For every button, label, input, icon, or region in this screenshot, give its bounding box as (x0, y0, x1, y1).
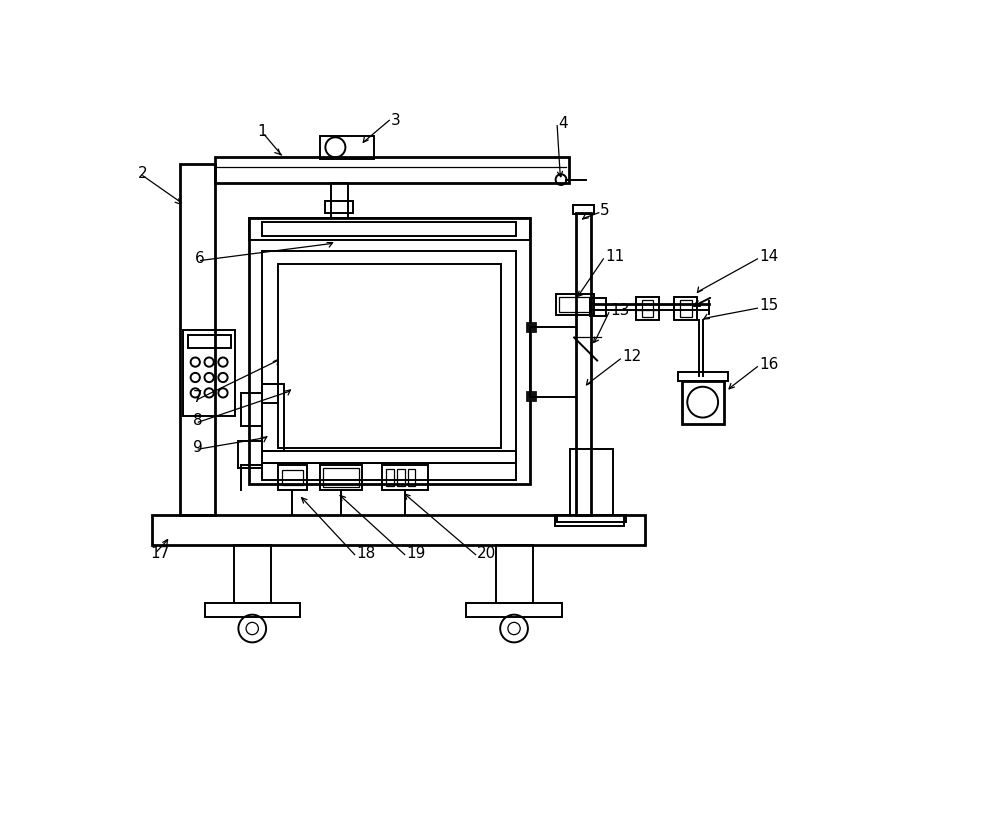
Bar (526, 322, 536, 332)
Bar (188, 335, 231, 348)
Bar (573, 205, 594, 214)
Text: 8: 8 (193, 413, 203, 428)
Text: 5: 5 (600, 203, 610, 218)
Bar (496, 546, 533, 603)
Bar (180, 165, 215, 514)
Bar (323, 468, 359, 487)
Bar (680, 300, 692, 317)
Text: 4: 4 (559, 116, 568, 131)
Bar (559, 296, 591, 312)
Bar (183, 330, 235, 416)
Bar (262, 384, 278, 403)
Bar (570, 449, 613, 514)
Bar (382, 465, 428, 490)
Bar (466, 603, 562, 617)
Bar (234, 546, 271, 603)
Bar (557, 514, 626, 523)
Bar (320, 465, 362, 490)
Bar (331, 184, 348, 218)
Bar (636, 296, 659, 320)
Text: 14: 14 (759, 249, 778, 264)
Bar (320, 136, 374, 159)
Text: 18: 18 (356, 546, 375, 560)
Bar (526, 392, 536, 402)
Bar (215, 156, 569, 184)
Text: 20: 20 (477, 546, 496, 560)
Text: 13: 13 (610, 303, 630, 318)
Bar (262, 251, 516, 463)
Bar (590, 298, 606, 316)
Text: 15: 15 (759, 299, 778, 314)
Bar (282, 470, 303, 486)
Text: 11: 11 (605, 249, 624, 264)
Bar (278, 264, 501, 448)
Bar (576, 212, 591, 514)
Text: 16: 16 (759, 357, 778, 372)
Bar (262, 222, 516, 236)
Bar (152, 514, 645, 546)
Bar (249, 218, 530, 484)
Text: 2: 2 (138, 166, 148, 181)
Bar (397, 469, 405, 486)
Text: 3: 3 (391, 113, 401, 128)
Text: 12: 12 (622, 349, 641, 365)
Bar (555, 514, 624, 526)
Bar (642, 300, 653, 317)
Bar (408, 469, 415, 486)
Bar (262, 463, 516, 480)
Bar (278, 465, 307, 490)
Bar (262, 452, 516, 463)
Bar (262, 384, 284, 452)
Bar (678, 372, 728, 381)
Text: 1: 1 (257, 124, 266, 139)
Bar (249, 218, 530, 239)
Bar (325, 201, 353, 212)
Bar (556, 294, 594, 315)
Bar (386, 469, 394, 486)
Text: 17: 17 (151, 546, 170, 560)
Text: 7: 7 (193, 390, 203, 405)
Text: 19: 19 (406, 546, 426, 560)
Bar (674, 296, 697, 320)
Bar (682, 381, 724, 424)
Text: 9: 9 (193, 440, 203, 455)
Bar (205, 603, 300, 617)
Text: 6: 6 (195, 251, 205, 267)
